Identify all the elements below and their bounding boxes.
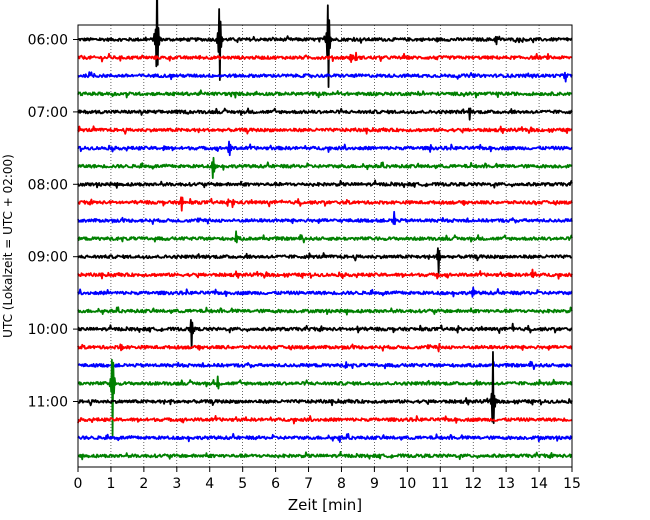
trace-line-8	[77, 179, 573, 189]
y-tick-label: 10:00	[28, 322, 68, 338]
trace-line-18	[77, 360, 573, 371]
y-tick-label: 06:00	[28, 33, 68, 49]
x-tick-label: 15	[563, 476, 581, 492]
trace-line-19	[77, 358, 573, 437]
x-tick-label: 12	[464, 476, 482, 492]
trace-line-12	[77, 247, 573, 275]
y-axis-label: UTC (Lokalzeit = UTC + 02:00)	[1, 154, 15, 338]
x-tick-label: 8	[337, 476, 346, 492]
trace-line-17	[77, 342, 573, 353]
x-tick-label: 7	[304, 476, 313, 492]
x-axis-label: Zeit [min]	[288, 496, 362, 514]
x-tick-label: 2	[139, 476, 148, 492]
trace-line-4	[77, 107, 573, 121]
trace-line-1	[77, 51, 573, 63]
x-tick-label: 13	[497, 476, 515, 492]
x-tick-label: 6	[271, 476, 280, 492]
y-tick-label: 08:00	[28, 177, 68, 193]
x-tick-label: 5	[238, 476, 247, 492]
x-tick-label: 1	[106, 476, 115, 492]
trace-line-15	[77, 306, 573, 316]
x-tick-label: 4	[205, 476, 214, 492]
trace-line-9	[77, 196, 573, 212]
trace-line-20	[77, 350, 573, 425]
trace-line-23	[77, 451, 573, 461]
y-axis: 06:00 07:00 08:00 09:00 10:00 11:00	[28, 33, 78, 411]
trace-line-13	[77, 268, 573, 280]
x-tick-label: 9	[370, 476, 379, 492]
trace-line-11	[77, 230, 573, 244]
trace-line-5	[77, 125, 573, 135]
trace-line-21	[77, 414, 573, 425]
x-tick-label: 10	[398, 476, 416, 492]
x-axis: 0 1 2 3 4 5 6 7 8 9 10 11 12 13 14 15	[74, 467, 581, 492]
y-tick-label: 07:00	[28, 105, 68, 121]
trace-line-14	[77, 286, 573, 298]
trace-line-16	[77, 319, 573, 349]
trace-line-22	[77, 432, 573, 443]
y-tick-label: 09:00	[28, 250, 68, 266]
trace-line-0	[77, 0, 573, 88]
x-tick-label: 14	[530, 476, 548, 492]
trace-line-7	[77, 156, 573, 179]
trace-line-10	[77, 210, 573, 226]
x-tick-label: 11	[431, 476, 449, 492]
x-tick-label: 0	[74, 476, 83, 492]
trace-line-6	[77, 140, 573, 157]
y-tick-label: 11:00	[28, 395, 68, 411]
trace-line-2	[77, 71, 573, 83]
trace-line-3	[77, 89, 573, 99]
trace-layer	[77, 0, 573, 461]
x-tick-label: 3	[172, 476, 181, 492]
plot-frame	[77, 24, 573, 468]
